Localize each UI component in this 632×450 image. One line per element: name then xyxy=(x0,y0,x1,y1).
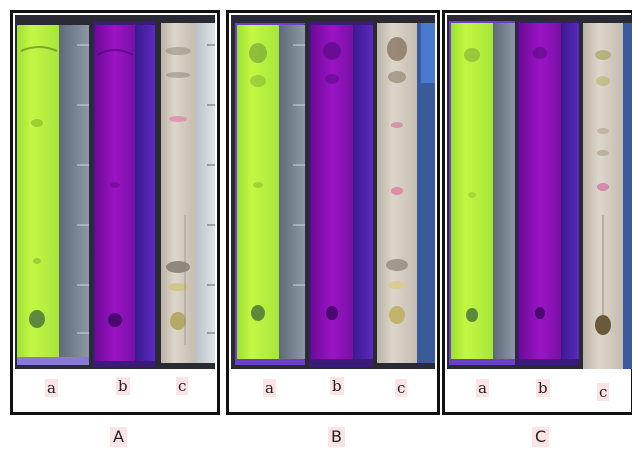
tlc-spot xyxy=(251,305,265,321)
tlc-photo-b xyxy=(231,15,435,369)
panel-caption-b: B xyxy=(328,427,345,447)
panel-caption-c: C xyxy=(532,427,550,447)
tlc-plate-b xyxy=(519,23,561,359)
strip-label-b: b xyxy=(536,379,550,397)
tlc-spot xyxy=(170,312,186,330)
strip-label-a: a xyxy=(263,379,276,397)
strip-label-b: b xyxy=(116,377,130,395)
tlc-spot xyxy=(326,306,338,320)
panel-a: a b c xyxy=(10,10,220,415)
tlc-photo-c xyxy=(447,15,632,369)
strip-label-a: a xyxy=(45,379,58,397)
tlc-spot xyxy=(108,313,122,327)
tlc-spot xyxy=(535,307,545,319)
panel-c: a b c xyxy=(442,10,632,415)
tlc-spot xyxy=(29,310,45,328)
strip-label-b: b xyxy=(330,377,344,395)
panel-b: a b c xyxy=(226,10,440,415)
tlc-plate-c xyxy=(161,23,195,363)
tlc-spot xyxy=(595,315,611,335)
tlc-photo-a xyxy=(15,15,215,369)
tlc-spot xyxy=(466,308,478,322)
panel-caption-a: A xyxy=(110,427,127,447)
tlc-plate-b xyxy=(95,25,135,361)
tlc-plate-a xyxy=(17,25,59,357)
strip-label-c: c xyxy=(597,383,610,401)
tlc-spot xyxy=(389,306,405,324)
strip-label-c: c xyxy=(176,377,189,395)
strip-label-a: a xyxy=(476,379,489,397)
tlc-plate-a xyxy=(451,23,493,359)
strip-label-c: c xyxy=(395,379,408,397)
